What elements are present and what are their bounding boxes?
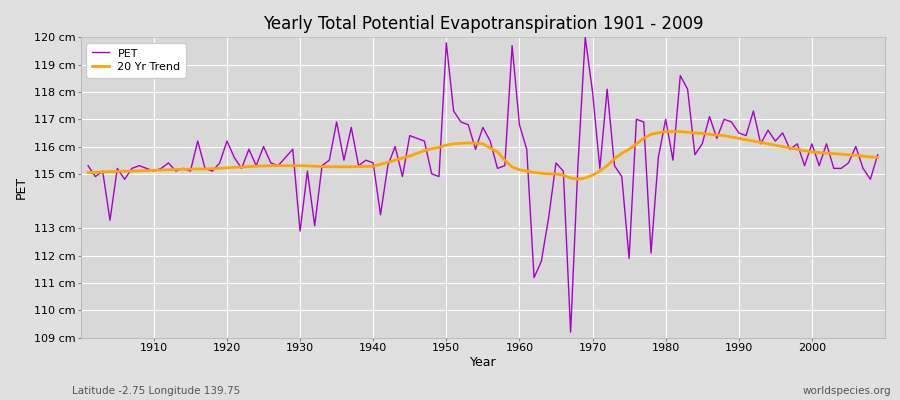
- PET: [580, 35, 590, 40]
- PET: [141, 166, 152, 171]
- Text: worldspecies.org: worldspecies.org: [803, 386, 891, 396]
- Line: PET: PET: [88, 37, 878, 332]
- PET: [346, 125, 356, 130]
- 20 Yr Trend: [507, 165, 517, 170]
- Text: Latitude -2.75 Longitude 139.75: Latitude -2.75 Longitude 139.75: [72, 386, 240, 396]
- PET: [872, 152, 883, 157]
- 20 Yr Trend: [514, 167, 525, 172]
- PET: [83, 163, 94, 168]
- Line: 20 Yr Trend: 20 Yr Trend: [88, 132, 878, 179]
- 20 Yr Trend: [872, 155, 883, 160]
- 20 Yr Trend: [83, 170, 94, 175]
- PET: [507, 43, 517, 48]
- 20 Yr Trend: [572, 177, 583, 182]
- Y-axis label: PET: PET: [15, 176, 28, 199]
- PET: [514, 122, 525, 127]
- Legend: PET, 20 Yr Trend: PET, 20 Yr Trend: [86, 43, 186, 78]
- 20 Yr Trend: [141, 168, 152, 173]
- PET: [302, 169, 313, 174]
- PET: [616, 174, 627, 179]
- 20 Yr Trend: [346, 164, 356, 169]
- 20 Yr Trend: [609, 156, 620, 161]
- PET: [565, 330, 576, 335]
- 20 Yr Trend: [661, 129, 671, 134]
- Title: Yearly Total Potential Evapotranspiration 1901 - 2009: Yearly Total Potential Evapotranspiratio…: [263, 15, 703, 33]
- X-axis label: Year: Year: [470, 356, 496, 369]
- 20 Yr Trend: [302, 164, 313, 168]
